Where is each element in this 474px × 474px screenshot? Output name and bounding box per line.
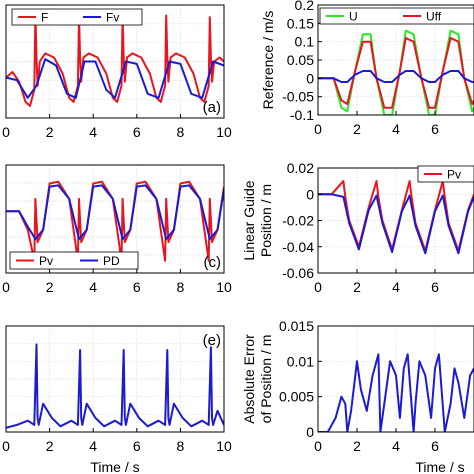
x-tick-label: 6 — [133, 438, 141, 454]
x-tick-label: 10 — [216, 124, 232, 140]
x-tick-label: 10 — [216, 279, 232, 295]
x-tick-label: 0 — [2, 279, 10, 295]
x-axis-label: Time / s — [90, 459, 139, 474]
y-tick-label: -0.02 — [282, 213, 314, 229]
panel-f: 0 2 4 6 0 0.005 0.01 0.015 Absolute Error of Posi… — [241, 318, 474, 474]
x-tick-label: 2 — [46, 438, 54, 454]
series-group-f — [318, 353, 474, 432]
x-tick-label: 0 — [314, 279, 322, 295]
x-tick-label: 2 — [353, 438, 361, 454]
legend-b: U Uff — [319, 7, 474, 25]
y-tick-label: 0.2 — [295, 0, 315, 13]
panel-c: 0 2 4 6 8 10 (c) Pv PD — [2, 164, 232, 295]
legend-c: Pv PD — [9, 251, 139, 270]
x-tick-label: 10 — [216, 438, 232, 454]
series-line-b-1 — [318, 37, 474, 109]
axes-frame-a — [5, 4, 225, 119]
legend-box — [319, 7, 474, 25]
legend-a: F Fv — [11, 8, 143, 26]
panel-tag: (c) — [204, 254, 222, 271]
y-tick-label: -0.04 — [282, 239, 314, 255]
y-tick-label: 0.005 — [279, 389, 314, 405]
panel-tag: (a) — [203, 99, 221, 116]
x-tick-label: 2 — [46, 124, 54, 140]
panel-e: 0 2 4 6 8 10 Time / s (e) — [2, 325, 232, 474]
y-tick-label: 0.02 — [287, 160, 314, 176]
legend-label: F — [41, 11, 48, 25]
grid-f — [318, 326, 474, 432]
y-axis-label: Position / m — [258, 184, 274, 257]
x-tick-label: 6 — [431, 279, 439, 295]
x-tick-label: 4 — [89, 124, 97, 140]
x-tick-label: 0 — [2, 124, 10, 140]
legend-d: Pv — [417, 165, 474, 183]
series-line-e-0 — [6, 343, 224, 429]
x-tick-label: 2 — [353, 121, 361, 137]
y-tick-label: -0.06 — [282, 265, 314, 281]
legend-label: PD — [103, 254, 120, 268]
x-tick-label: 0 — [314, 121, 322, 137]
x-tick-label: 4 — [89, 279, 97, 295]
y-tick-label: 0.05 — [287, 52, 314, 68]
legend-label: Pv — [39, 254, 53, 268]
x-tick-label: 6 — [431, 121, 439, 137]
legend-label: U — [349, 10, 358, 24]
series-group-b — [318, 29, 474, 115]
x-tick-label: 8 — [177, 124, 185, 140]
series-group-e — [6, 343, 224, 429]
y-tick-label: 0.15 — [287, 15, 314, 31]
x-tick-label: 4 — [392, 121, 400, 137]
legend-box — [9, 251, 139, 270]
x-tick-label: 6 — [133, 279, 141, 295]
legend-label: Pv — [447, 168, 461, 182]
x-tick-label: 2 — [353, 279, 361, 295]
series-group-a — [6, 12, 224, 107]
series-line-d-1 — [318, 193, 474, 255]
legend-label: Uff — [426, 10, 442, 24]
x-tick-label: 6 — [133, 124, 141, 140]
y-axis-label: Absolute Error — [241, 334, 257, 424]
axes-frame-c — [5, 164, 225, 274]
x-tick-label: 4 — [392, 438, 400, 454]
y-axis-label: Reference / m/s — [260, 11, 276, 110]
x-tick-label: 0 — [314, 438, 322, 454]
y-axis-label: Linear Guide — [241, 180, 257, 260]
y-tick-label: 0.015 — [279, 318, 314, 334]
panel-tag: (e) — [203, 332, 221, 349]
series-line-b-2 — [318, 70, 474, 83]
panel-d: 0 2 4 6 -0.06 -0.04 -0.02 0 0.02 Linear Guide Posi… — [241, 160, 474, 295]
panel-a: 0 2 4 6 8 10 (a) F Fv — [2, 4, 232, 140]
legend-label: Fv — [106, 11, 119, 25]
series-line-f-0 — [318, 353, 474, 432]
y-tick-label: 0.1 — [295, 34, 315, 50]
grid-e — [6, 326, 224, 432]
x-tick-label: 2 — [46, 279, 54, 295]
y-tick-label: -0.05 — [282, 89, 314, 105]
x-tick-label: 8 — [177, 438, 185, 454]
series-line-a-1 — [6, 58, 224, 99]
x-tick-label: 8 — [177, 279, 185, 295]
x-tick-label: 4 — [89, 438, 97, 454]
axes-frame-e — [5, 325, 225, 433]
series-group-c — [6, 180, 224, 262]
series-line-c-0 — [6, 180, 224, 262]
y-tick-label: 0 — [306, 424, 314, 440]
legend-box — [11, 8, 143, 26]
x-tick-label: 4 — [392, 279, 400, 295]
series-group-d — [318, 180, 474, 255]
x-axis-label: Time / s — [415, 459, 464, 474]
y-tick-label: -0.1 — [290, 107, 314, 123]
y-axis-label: of Position / m — [258, 335, 274, 424]
series-line-c-1 — [6, 184, 224, 241]
x-tick-label: 6 — [431, 438, 439, 454]
y-tick-label: 0 — [306, 70, 314, 86]
y-tick-label: 0 — [306, 186, 314, 202]
legend-box — [417, 165, 474, 183]
series-line-a-0 — [6, 12, 224, 107]
x-tick-label: 0 — [2, 438, 10, 454]
y-tick-label: 0.01 — [287, 353, 314, 369]
